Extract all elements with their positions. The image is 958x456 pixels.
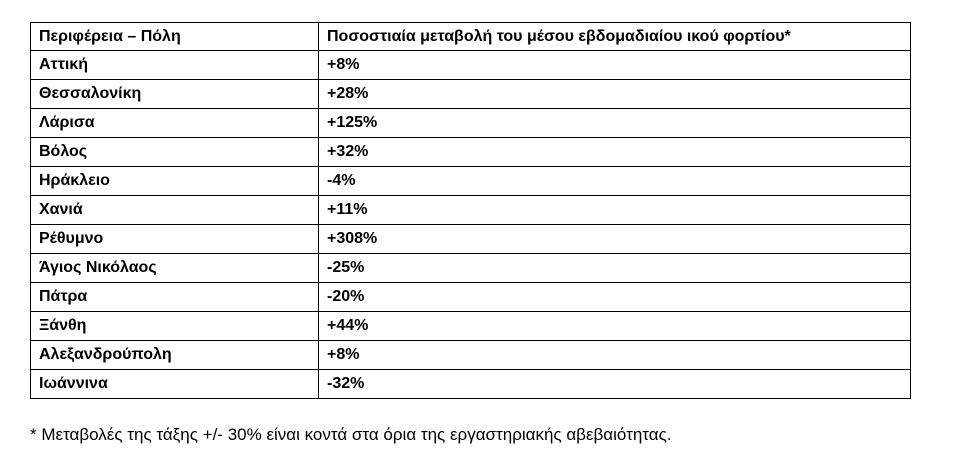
table-row: Αλεξανδρούπολη +8% bbox=[30, 340, 911, 370]
header-cell: Ποσοστιαία μεταβολή του μέσου εβδομαδιαί… bbox=[318, 22, 911, 51]
table-row: Αττική +8% bbox=[30, 50, 911, 80]
table-row: Ρέθυμνο +308% bbox=[30, 224, 911, 254]
change-cell: +8% bbox=[318, 50, 911, 80]
header-cell: Περιφέρεια – Πόλη bbox=[30, 22, 319, 51]
table-row: Λάρισα +125% bbox=[30, 108, 911, 138]
change-cell: -20% bbox=[318, 282, 911, 312]
header-row: Περιφέρεια – Πόλη Ποσοστιαία μεταβολή το… bbox=[30, 22, 911, 51]
city-cell: Ξάνθη bbox=[30, 311, 319, 341]
change-cell: +32% bbox=[318, 137, 911, 167]
city-cell: Ιωάννινα bbox=[30, 369, 319, 399]
table-row: Πάτρα -20% bbox=[30, 282, 911, 312]
data-table: Περιφέρεια – Πόλη Ποσοστιαία μεταβολή το… bbox=[30, 22, 911, 399]
city-cell: Θεσσαλονίκη bbox=[30, 79, 319, 109]
change-cell: +28% bbox=[318, 79, 911, 109]
table-row: Χανιά +11% bbox=[30, 195, 911, 225]
city-cell: Αττική bbox=[30, 50, 319, 80]
change-cell: +44% bbox=[318, 311, 911, 341]
table-row: Άγιος Νικόλαος -25% bbox=[30, 253, 911, 283]
city-cell: Πάτρα bbox=[30, 282, 319, 312]
table-row: Ιωάννινα -32% bbox=[30, 369, 911, 399]
footnote: * Μεταβολές της τάξης +/- 30% είναι κοντ… bbox=[30, 425, 672, 444]
table-row: Βόλος +32% bbox=[30, 137, 911, 167]
city-cell: Ηράκλειο bbox=[30, 166, 319, 196]
change-cell: +125% bbox=[318, 108, 911, 138]
table-row: Ηράκλειο -4% bbox=[30, 166, 911, 196]
city-cell: Ρέθυμνο bbox=[30, 224, 319, 254]
city-cell: Λάρισα bbox=[30, 108, 319, 138]
change-cell: +8% bbox=[318, 340, 911, 370]
change-cell: -32% bbox=[318, 369, 911, 399]
city-cell: Αλεξανδρούπολη bbox=[30, 340, 319, 370]
change-cell: +308% bbox=[318, 224, 911, 254]
city-cell: Χανιά bbox=[30, 195, 319, 225]
city-cell: Άγιος Νικόλαος bbox=[30, 253, 319, 283]
change-cell: -4% bbox=[318, 166, 911, 196]
city-cell: Βόλος bbox=[30, 137, 319, 167]
change-cell: +11% bbox=[318, 195, 911, 225]
table-row: Θεσσαλονίκη +28% bbox=[30, 79, 911, 109]
table-row: Ξάνθη +44% bbox=[30, 311, 911, 341]
change-cell: -25% bbox=[318, 253, 911, 283]
